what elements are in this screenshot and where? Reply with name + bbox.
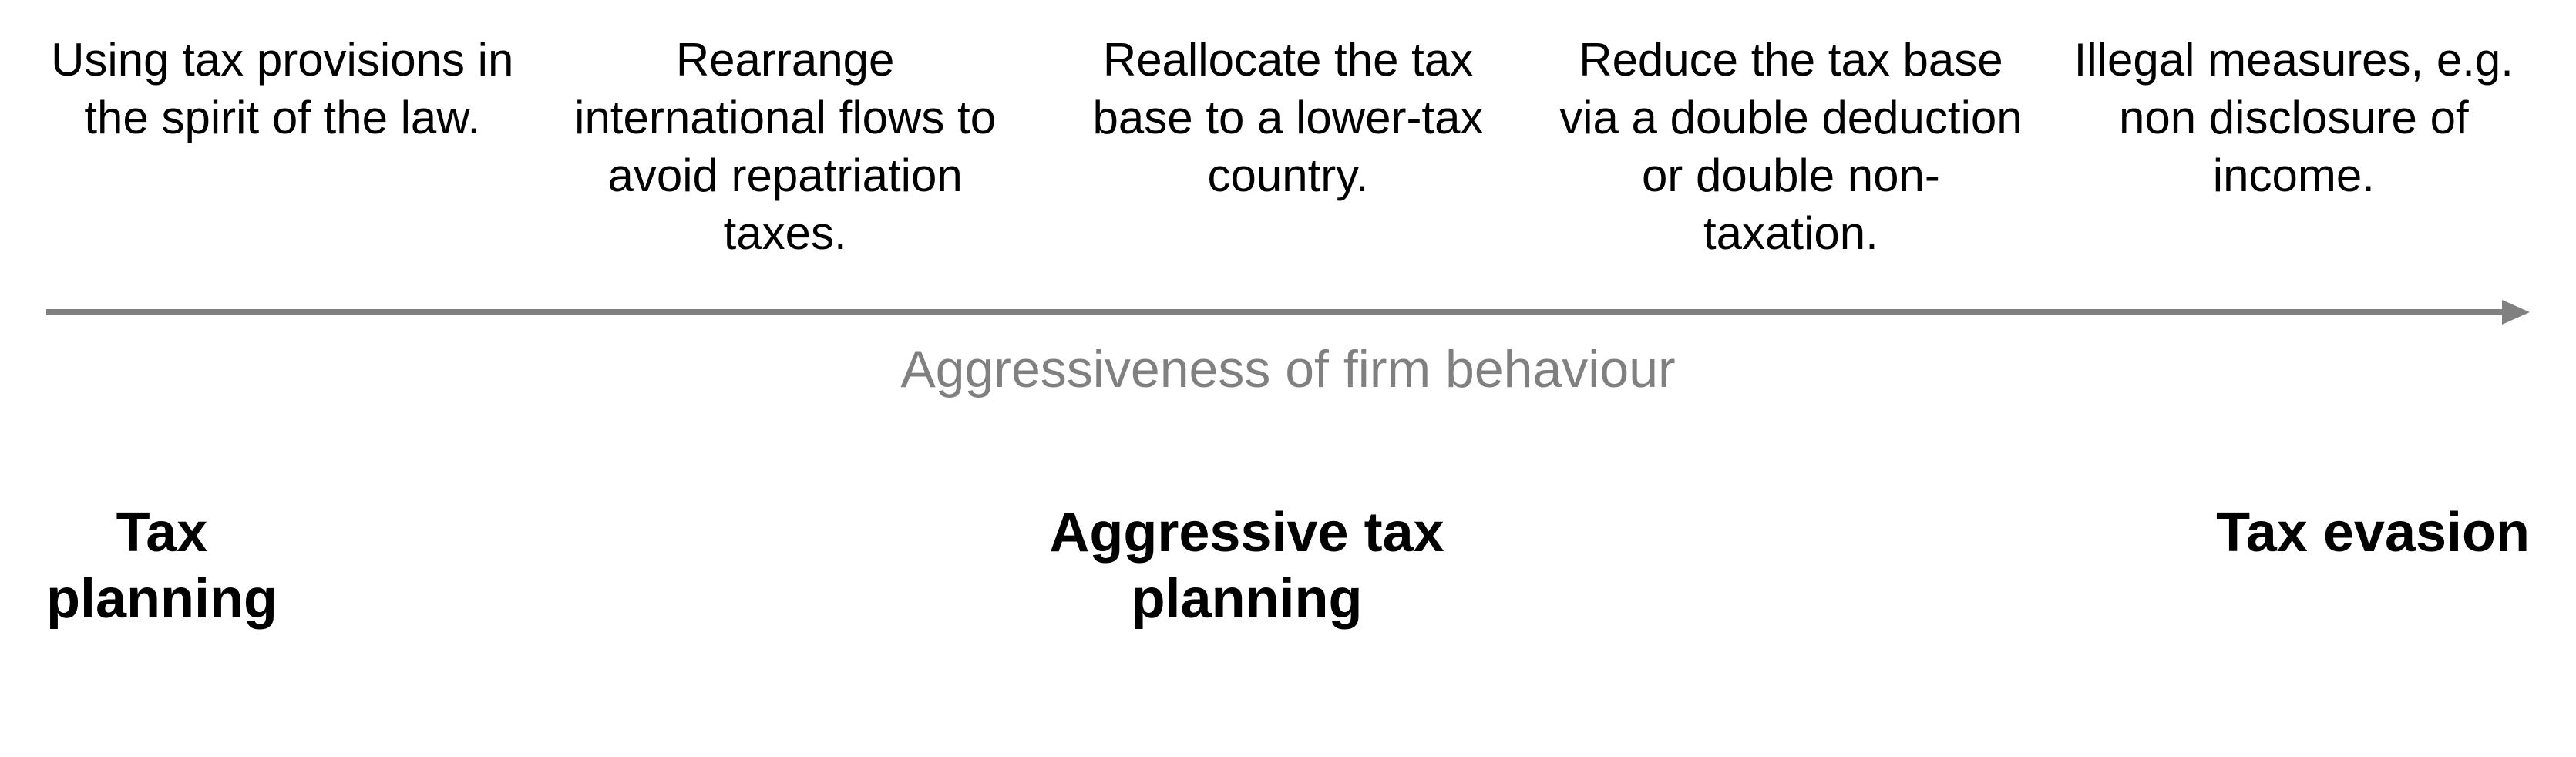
arrow-line-icon: [46, 309, 2502, 315]
arrow-head-icon: [2502, 300, 2530, 325]
description-item: Rearrange international flows to avoid r…: [549, 31, 1021, 262]
axis-label: Aggressiveness of firm behaviour: [46, 339, 2530, 399]
category-tax-planning: Tax planning: [46, 500, 277, 633]
description-item: Reallocate the tax base to a lower-tax c…: [1052, 31, 1524, 262]
description-item: Reduce the tax base via a double deducti…: [1555, 31, 2026, 262]
descriptions-row: Using tax provisions in the spirit of th…: [46, 31, 2530, 262]
description-item: Using tax provisions in the spirit of th…: [46, 31, 518, 262]
category-tax-evasion: Tax evasion: [2216, 500, 2530, 633]
category-aggressive-tax-planning: Aggressive tax planning: [1049, 500, 1444, 633]
axis-arrow: [46, 308, 2530, 316]
description-item: Illegal measures, e.g. non disclosure of…: [2058, 31, 2530, 262]
spectrum-diagram: Using tax provisions in the spirit of th…: [0, 0, 2576, 757]
categories-row: Tax planning Aggressive tax planning Tax…: [46, 500, 2530, 633]
